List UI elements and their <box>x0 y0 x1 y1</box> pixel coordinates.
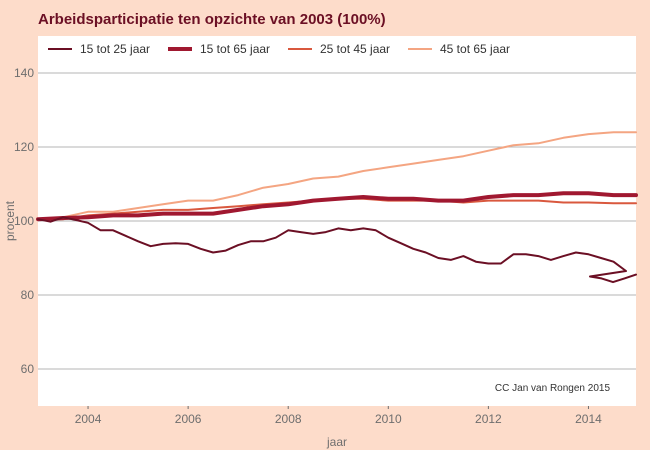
series-lines <box>36 131 638 284</box>
y-tick-label: 140 <box>14 66 34 80</box>
series-line <box>36 191 638 222</box>
x-tick-label: 2010 <box>375 412 402 426</box>
series-line <box>37 216 637 284</box>
x-tick-label: 2014 <box>575 412 602 426</box>
credit-annotation: CC Jan van Rongen 2015 <box>495 383 611 394</box>
grid-lines <box>38 72 636 370</box>
x-tick-label: 2004 <box>75 412 102 426</box>
x-tick-label: 2008 <box>275 412 302 426</box>
axis-ticks: 60 80 100 120 140 2004 2006 2008 2010 2012 2014 <box>14 66 602 426</box>
chart-title: Arbeidsparticipatie ten opzichte van 200… <box>38 11 386 28</box>
legend-label: 25 tot 45 jaar <box>320 42 390 56</box>
y-axis-title: procent <box>3 200 17 241</box>
y-tick-label: 100 <box>14 214 34 228</box>
y-tick-label: 120 <box>14 140 34 154</box>
legend-label: 45 tot 65 jaar <box>440 42 510 56</box>
legend-label: 15 tot 25 jaar <box>80 42 150 56</box>
legend-box <box>38 36 636 62</box>
x-tick-label: 2006 <box>175 412 202 426</box>
legend-label: 15 tot 65 jaar <box>200 42 270 56</box>
series-line <box>37 131 637 221</box>
x-axis-title: jaar <box>326 435 347 449</box>
y-tick-label: 60 <box>21 362 35 376</box>
x-tick-label: 2012 <box>475 412 502 426</box>
y-tick-label: 80 <box>21 288 35 302</box>
legend: 15 tot 25 jaar 15 tot 65 jaar 25 tot 45 ja… <box>48 42 510 56</box>
